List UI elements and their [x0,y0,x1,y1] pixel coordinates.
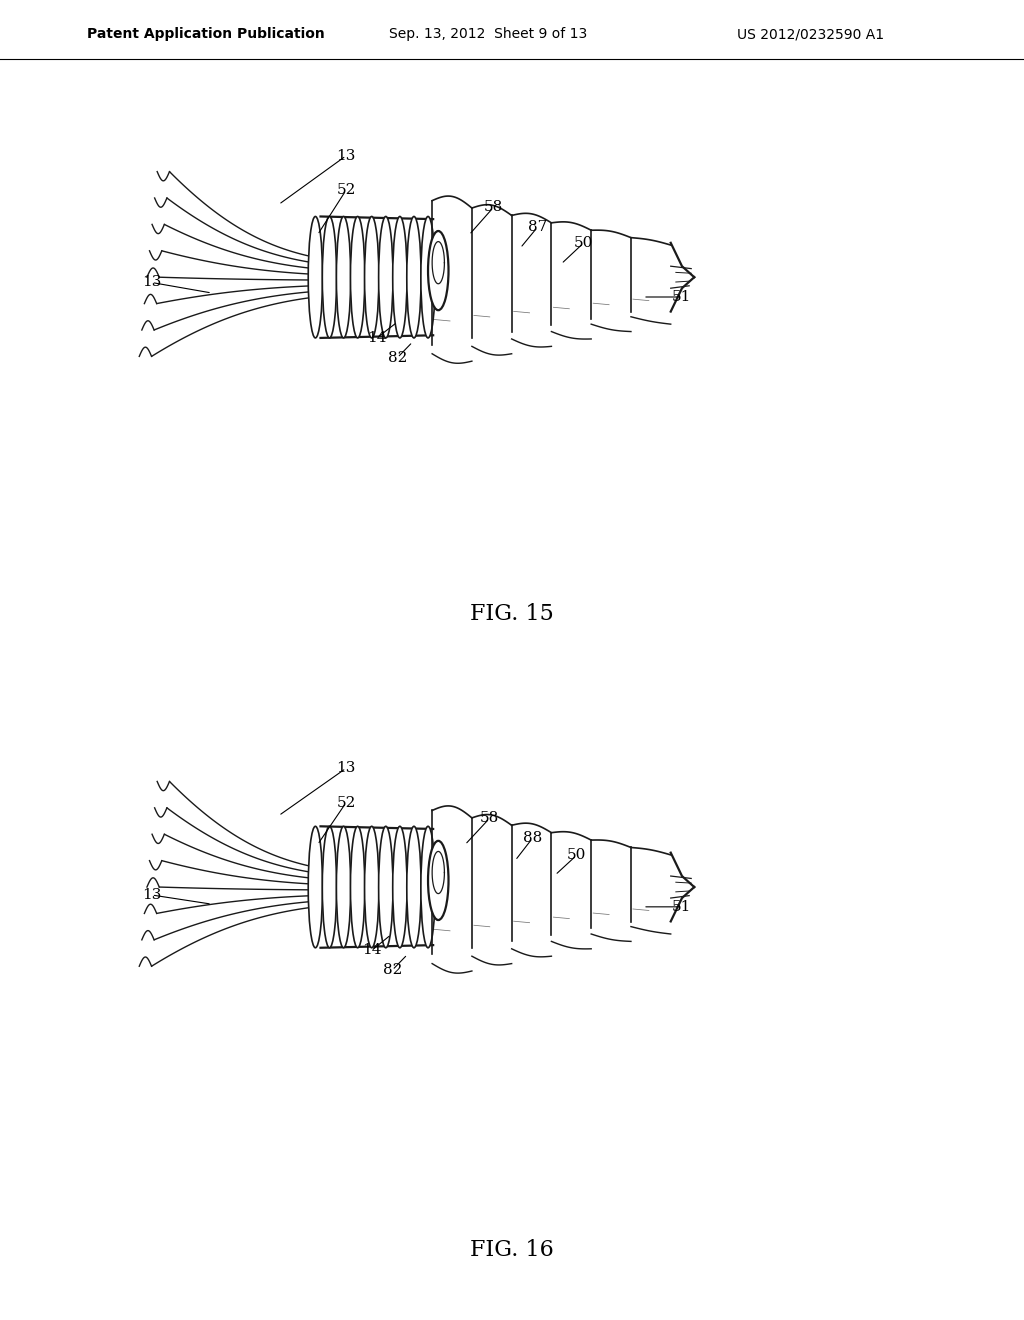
Ellipse shape [428,841,449,920]
Text: 51: 51 [672,290,690,304]
Ellipse shape [379,826,393,948]
Ellipse shape [365,826,379,948]
Text: Patent Application Publication: Patent Application Publication [87,28,325,41]
Ellipse shape [336,826,350,948]
Text: 82: 82 [383,964,401,977]
Text: 14: 14 [367,331,387,345]
Text: 52: 52 [337,796,355,809]
Text: 14: 14 [361,944,382,957]
Ellipse shape [323,826,337,948]
Text: 58: 58 [484,201,503,214]
Text: 52: 52 [337,183,355,197]
Ellipse shape [336,216,350,338]
Text: 87: 87 [528,220,547,234]
Ellipse shape [392,826,407,948]
Text: 88: 88 [523,832,542,845]
Ellipse shape [407,826,421,948]
Text: 13: 13 [337,149,355,162]
Ellipse shape [308,826,323,948]
Text: 50: 50 [574,236,593,249]
Ellipse shape [350,826,365,948]
Text: 58: 58 [480,812,499,825]
Text: US 2012/0232590 A1: US 2012/0232590 A1 [737,28,885,41]
Ellipse shape [407,216,421,338]
Ellipse shape [379,216,393,338]
Text: 50: 50 [567,849,586,862]
Ellipse shape [421,826,435,948]
Text: 51: 51 [672,900,690,913]
Ellipse shape [365,216,379,338]
Text: FIG. 15: FIG. 15 [470,603,554,624]
Ellipse shape [421,216,435,338]
Ellipse shape [323,216,337,338]
Text: 13: 13 [337,762,355,775]
Ellipse shape [350,216,365,338]
Text: 13: 13 [142,888,161,902]
Ellipse shape [392,216,407,338]
Text: 13: 13 [142,276,161,289]
Ellipse shape [308,216,323,338]
Text: Sep. 13, 2012  Sheet 9 of 13: Sep. 13, 2012 Sheet 9 of 13 [389,28,588,41]
Text: 82: 82 [388,351,407,364]
Ellipse shape [428,231,449,310]
Text: FIG. 16: FIG. 16 [470,1239,554,1261]
